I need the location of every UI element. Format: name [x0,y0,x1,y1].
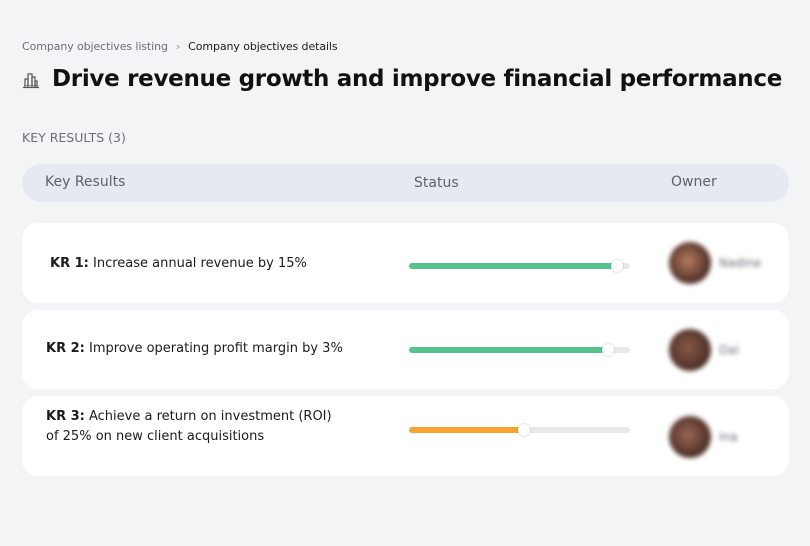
progress-fill [409,347,608,353]
chevron-right-icon: › [175,40,181,53]
key-result-prefix: KR 3: [46,409,85,424]
owner-name: Ina [719,430,738,444]
page-title-row: Drive revenue growth and improve financi… [22,66,782,92]
breadcrumb: Company objectives listing › Company obj… [22,40,338,53]
owner-cell[interactable]: Nadine [669,242,761,284]
key-result-description: KR 2: Improve operating profit margin by… [46,339,346,359]
key-result-row[interactable]: KR 1: Increase annual revenue by 15% Nad… [22,223,789,303]
avatar [669,242,711,284]
key-result-row[interactable]: KR 3: Achieve a return on investment (RO… [22,396,789,476]
key-result-description: KR 1: Increase annual revenue by 15% [50,254,350,274]
avatar [669,416,711,458]
breadcrumb-current: Company objectives details [188,40,338,53]
progress-bar [409,260,630,272]
key-results-table-header: Key Results Status Owner [22,164,789,202]
column-header-key-results: Key Results [45,174,126,190]
owner-name: Nadine [719,256,762,270]
breadcrumb-link-objectives-listing[interactable]: Company objectives listing [22,40,168,53]
page-title: Drive revenue growth and improve financi… [52,66,782,92]
owner-cell[interactable]: Ina [669,416,738,458]
key-result-prefix: KR 2: [46,341,85,356]
buildings-icon [22,69,42,89]
key-result-text: Improve operating profit margin by 3% [89,341,343,356]
progress-bar [409,424,630,436]
progress-fill [409,427,524,433]
progress-bar [409,344,630,356]
key-result-row[interactable]: KR 2: Improve operating profit margin by… [22,310,789,389]
progress-knob[interactable] [610,260,623,272]
key-results-count-label: KEY RESULTS (3) [22,130,126,145]
progress-fill [409,263,617,269]
column-header-owner: Owner [671,174,717,190]
avatar [669,329,711,371]
progress-knob[interactable] [601,344,614,356]
owner-cell[interactable]: Dai [669,329,739,371]
owner-name: Dai [719,343,739,357]
key-result-prefix: KR 1: [50,256,89,271]
progress-knob[interactable] [517,424,530,436]
key-result-description: KR 3: Achieve a return on investment (RO… [46,407,346,447]
column-header-status: Status [414,175,459,191]
key-result-text: Increase annual revenue by 15% [93,256,307,271]
key-result-text: Achieve a return on investment (ROI) of … [46,409,332,444]
